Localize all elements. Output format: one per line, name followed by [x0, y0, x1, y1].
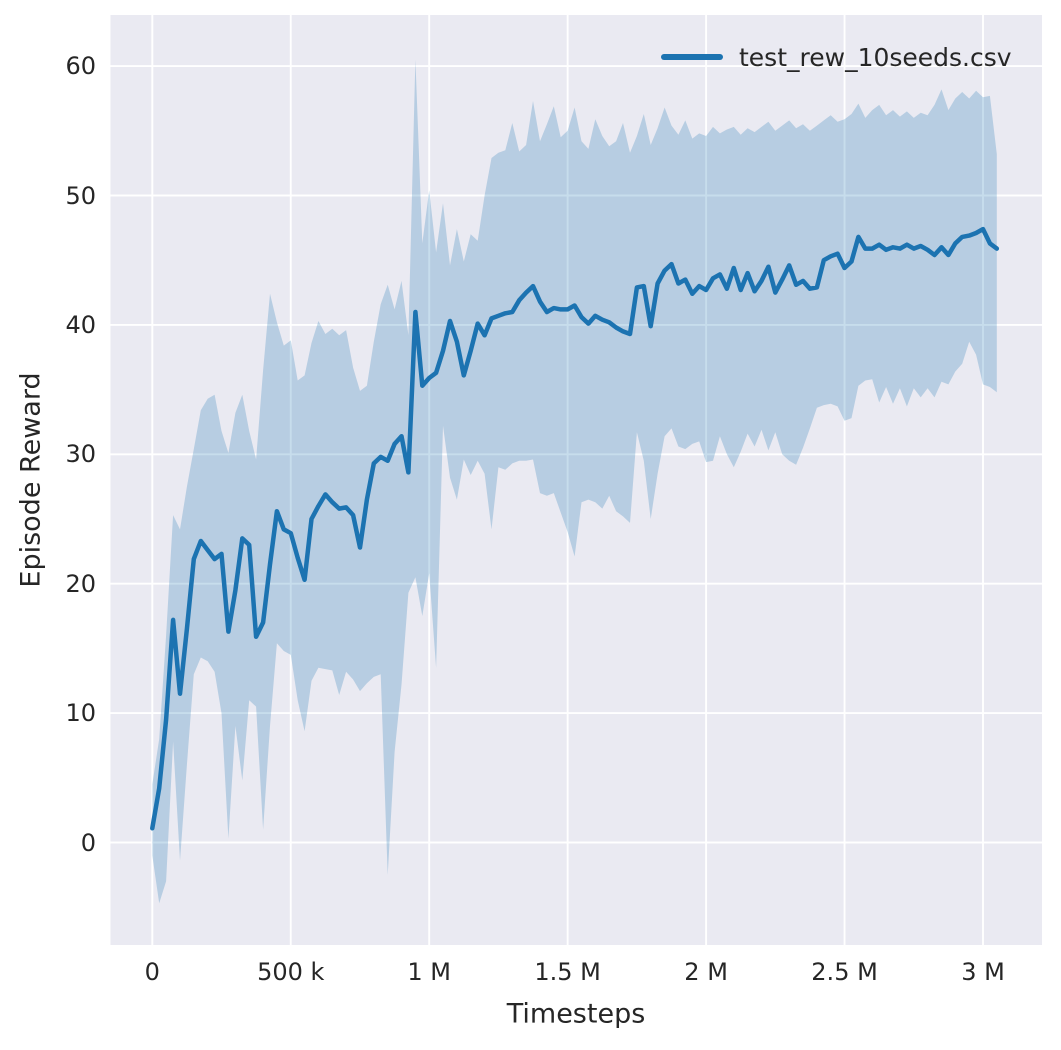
y-tick-label: 50 — [65, 181, 96, 210]
plot-panel — [110, 15, 1042, 945]
y-tick-label: 30 — [65, 440, 96, 469]
mean-reward-line — [150, 226, 1000, 831]
legend: test_rew_10seeds.csv — [661, 40, 1012, 74]
legend-label: test_rew_10seeds.csv — [739, 42, 1012, 72]
x-axis-label: Timesteps — [506, 998, 646, 1030]
y-tick-label: 0 — [80, 828, 96, 857]
x-tick-label: 500 k — [257, 958, 325, 986]
y-axis-label: Episode Reward — [15, 372, 47, 588]
x-tick-label: 0 — [144, 958, 160, 986]
x-tick-label: 2.5 M — [811, 958, 878, 986]
y-tick-label: 40 — [65, 310, 96, 339]
y-tick-label: 10 — [65, 699, 96, 728]
x-tick-label: 1 M — [407, 958, 451, 986]
x-tick-label: 1.5 M — [534, 958, 601, 986]
y-tick-label: 60 — [65, 52, 96, 81]
y-tick-label: 20 — [65, 569, 96, 598]
x-tick-label: 2 M — [684, 958, 728, 986]
legend-line-swatch — [661, 54, 723, 60]
x-tick-label: 3 M — [961, 958, 1005, 986]
